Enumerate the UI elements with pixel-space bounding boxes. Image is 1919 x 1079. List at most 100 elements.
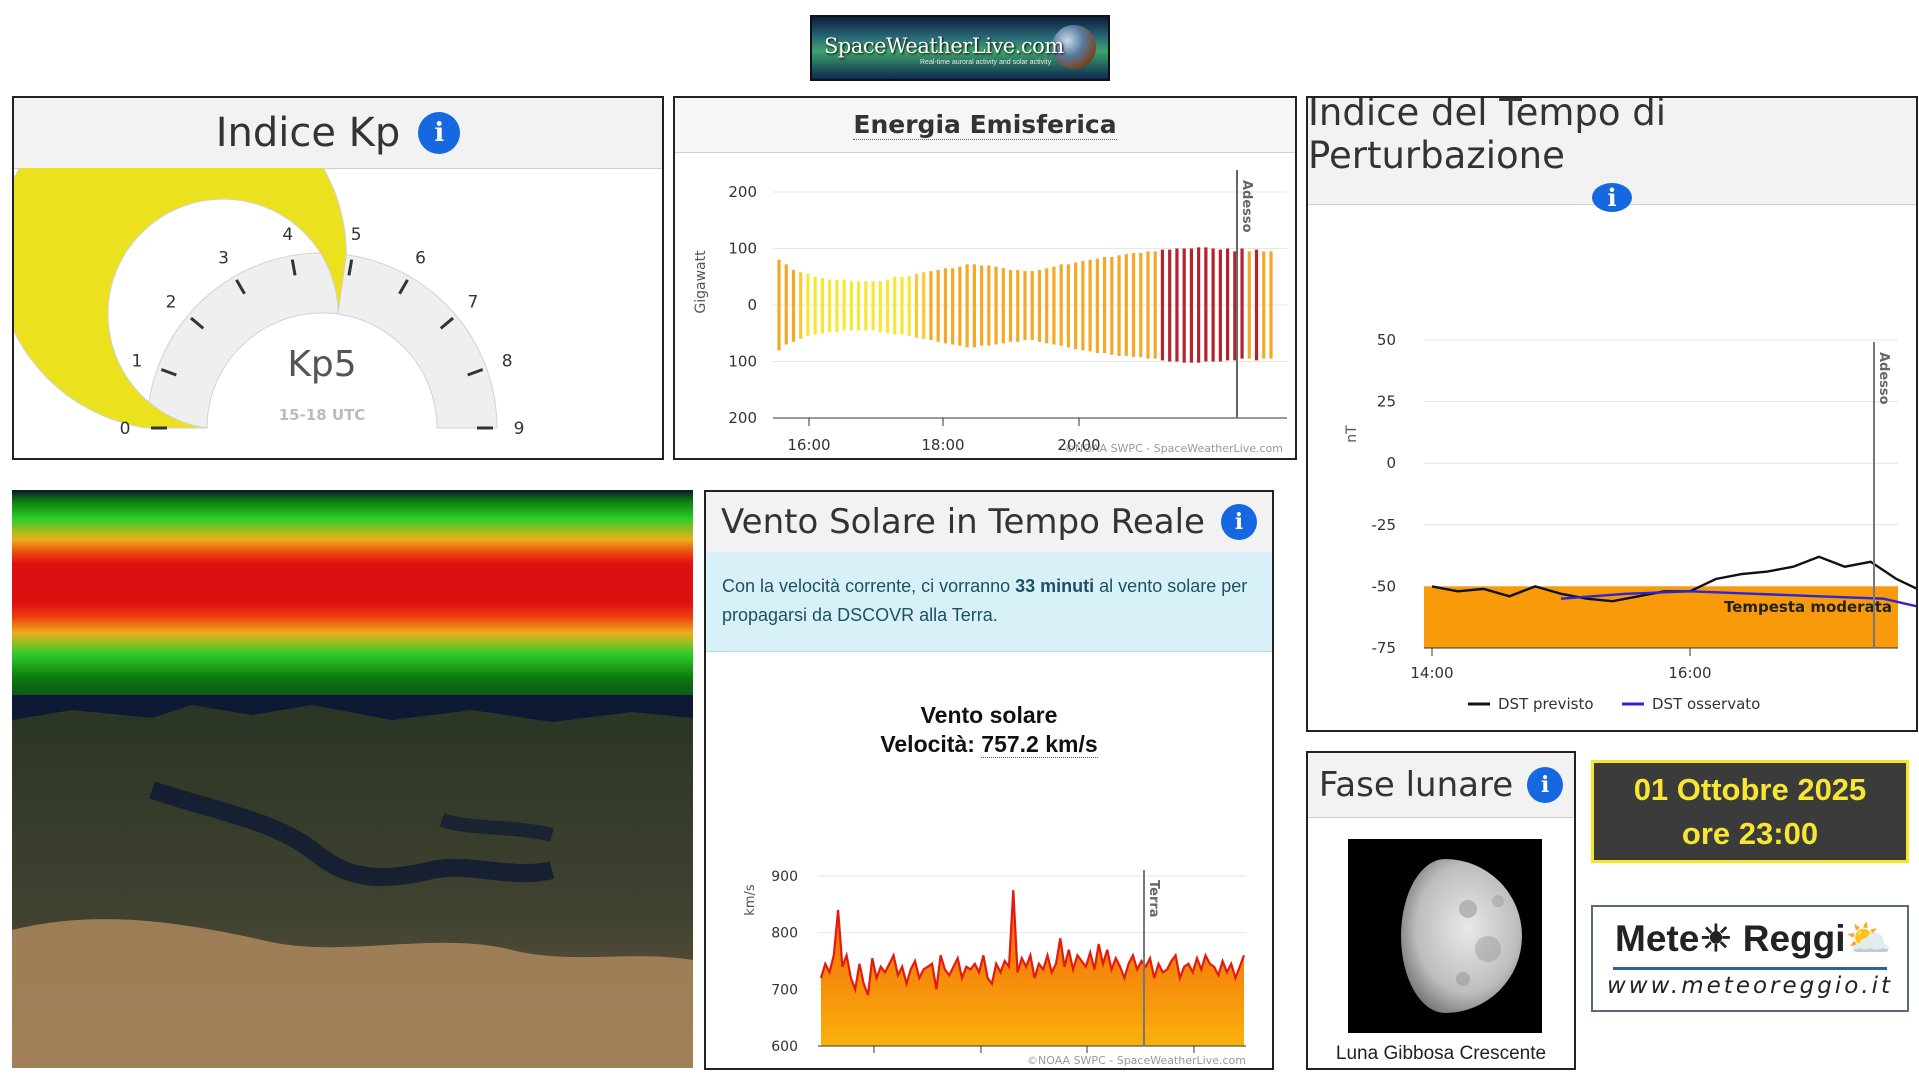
kp-scale-tick <box>467 368 484 377</box>
kp-panel: Indice Kp i 0 1 2 3 4 5 6 7 8 9 Kp5 15-18 UTC <box>12 96 664 460</box>
energy-panel: Energia Emisferica Gigawatt ©NOAA SWPC -… <box>673 96 1297 460</box>
dst-ytick-label: 50 <box>1377 331 1396 349</box>
dst-title: Indice del Tempo di Perturbazione <box>1308 96 1667 177</box>
solar-wind-header: Vento Solare in Tempo Reale i <box>706 492 1272 553</box>
dst-ytick-label: -75 <box>1372 639 1397 657</box>
wind-credit: ©NOAA SWPC - SpaceWeatherLive.com <box>1027 1054 1246 1067</box>
notice-bold: 33 minuti <box>1015 576 1095 596</box>
notice-suffix: al vento solare per propagarsi da DSCOVR… <box>722 576 1248 625</box>
wind-ytick-label: 800 <box>771 926 798 942</box>
wind-ytick-label: 600 <box>771 1039 798 1055</box>
dst-ylabel: nT <box>1344 425 1360 443</box>
solar-wind-panel: Vento Solare in Tempo Reale i Con la vel… <box>704 490 1274 1070</box>
kp-scale-label: 0 <box>120 419 131 439</box>
logo-divider <box>1613 967 1887 970</box>
legend-forecast-label[interactable]: DST previsto <box>1498 695 1594 713</box>
dst-forecast-line <box>1431 555 1916 603</box>
kp-panel-header: Indice Kp i <box>14 98 662 169</box>
energy-now-label: Adesso <box>1239 180 1254 233</box>
kp-scale-label: 3 <box>218 248 229 268</box>
energy-panel-header: Energia Emisferica <box>675 98 1295 153</box>
energy-credit: ©NOAA SWPC - SpaceWeatherLive.com <box>1064 442 1283 455</box>
kp-gauge-fill <box>14 168 347 429</box>
energy-xtick-label: 18:00 <box>921 436 964 454</box>
dst-xtick-label: 14:00 <box>1410 664 1453 682</box>
kp-scale-tick <box>290 259 297 276</box>
kp-scale-label: 6 <box>415 248 426 268</box>
africa-landmass <box>12 919 693 1068</box>
kp-scale-tick <box>398 279 409 295</box>
dst-chart: nT DST previsto DST osservato 50 25 0 -25 -5… <box>1344 331 1916 713</box>
wind-ytick-label: 700 <box>771 982 798 998</box>
meteoreggio-logo[interactable]: Mete☀ Reggi⛅ www.meteoreggio.it <box>1591 905 1909 1012</box>
kp-scale-label: 4 <box>282 225 293 245</box>
notice-prefix: Con la velocità corrente, ci vorranno <box>722 576 1016 596</box>
kp-scale-label: 7 <box>467 292 478 312</box>
meteoreggio-title: Mete☀ Reggi⛅ <box>1615 918 1892 959</box>
kp-scale-label: 9 <box>514 419 525 439</box>
dst-ytick-label: -25 <box>1372 516 1397 534</box>
propagation-notice: Con la velocità corrente, ci vorranno 33… <box>706 552 1272 652</box>
wind-line <box>819 890 1246 996</box>
logo-main-text: SpaceWeatherLive.com <box>824 34 1064 58</box>
energy-ytick-label: 200 <box>728 183 757 201</box>
kp-title: Indice Kp <box>215 110 401 156</box>
date-line: 01 Ottobre 2025 <box>1633 771 1867 807</box>
aurora-map-svg <box>12 490 693 1068</box>
dst-storm-label: Tempesta moderata <box>1724 598 1892 616</box>
wind-ylabel: km/s <box>743 884 758 916</box>
moon-icon <box>1401 859 1522 1013</box>
dst-panel: Indice del Tempo di Perturbazione i nT D… <box>1306 96 1918 732</box>
energy-ytick-label: 0 <box>747 296 757 314</box>
energy-xtick-label: 20:00 <box>1057 436 1100 454</box>
dst-xtick-label: 16:00 <box>1668 664 1711 682</box>
energy-title: Energia Emisferica <box>853 110 1117 140</box>
info-icon[interactable]: i <box>1592 182 1632 212</box>
kp-scale-tick <box>235 279 246 295</box>
kp-time-label: 15-18 UTC <box>279 406 366 424</box>
kp-scale-tick <box>439 316 454 330</box>
dst-ytick-label: -50 <box>1372 577 1397 595</box>
legend-observed-label[interactable]: DST osservato <box>1652 695 1760 713</box>
kp-scale-label: 2 <box>166 292 177 312</box>
meteoreggio-url[interactable]: www.meteoreggio.it <box>1606 973 1894 999</box>
moon-panel: Fase lunare i Luna Gibbosa Crescente <box>1306 751 1576 1070</box>
wind-chart-title: Vento solare <box>920 702 1058 728</box>
moon-phase-label: Luna Gibbosa Crescente <box>1335 1043 1547 1064</box>
info-icon[interactable]: i <box>418 112 461 154</box>
energy-ytick-label: 100 <box>728 240 757 258</box>
aurora-oval <box>12 490 693 695</box>
kp-scale-label: 1 <box>131 352 142 372</box>
kp-scale-tick <box>160 368 177 377</box>
wind-earth-label: Terra <box>1146 880 1161 918</box>
kp-value-label: Kp5 <box>287 344 356 385</box>
dst-panel-header: Indice del Tempo di Perturbazione i <box>1308 96 1916 212</box>
energy-ylabel: Gigawatt <box>693 250 709 314</box>
kp-scale-label: 8 <box>502 352 513 372</box>
moon-title: Fase lunare <box>1318 765 1514 805</box>
dst-now-label: Adesso <box>1876 352 1891 405</box>
energy-chart: Gigawatt ©NOAA SWPC - SpaceWeatherLive.c… <box>693 170 1287 455</box>
speed-value: 757.2 km/s <box>981 731 1098 758</box>
wind-ytick-label: 900 <box>771 869 798 885</box>
info-icon[interactable]: i <box>1220 504 1257 540</box>
dst-ytick-label: 0 <box>1386 454 1396 472</box>
energy-xtick-label: 16:00 <box>787 436 830 454</box>
energy-ytick-label: 100 <box>728 353 757 371</box>
kp-scale-tick <box>347 259 354 276</box>
time-line: ore 23:00 <box>1681 815 1819 851</box>
dst-observed-line <box>1560 590 1916 608</box>
kp-scale-label: 5 <box>351 225 362 245</box>
solar-wind-title: Vento Solare in Tempo Reale <box>721 502 1205 542</box>
wind-chart: km/s ©NOAA SWPC - SpaceWeatherLive.com 9… <box>743 869 1246 1067</box>
moon-header: Fase lunare i <box>1308 753 1574 818</box>
logo-sub-text: Real-time auroral activity and solar act… <box>920 59 1052 66</box>
info-icon[interactable]: i <box>1527 767 1564 803</box>
spaceweatherlive-logo[interactable]: SpaceWeatherLive.com Real-time auroral a… <box>810 15 1110 81</box>
energy-ytick-label: 200 <box>728 409 757 427</box>
dst-ytick-label: 25 <box>1377 393 1396 411</box>
globe-icon <box>1052 25 1096 69</box>
wind-speed-line: Velocità: 757.2 km/s <box>706 731 1272 758</box>
date-box: 01 Ottobre 2025 ore 23:00 <box>1591 760 1909 863</box>
kp-gauge-track <box>146 252 498 429</box>
